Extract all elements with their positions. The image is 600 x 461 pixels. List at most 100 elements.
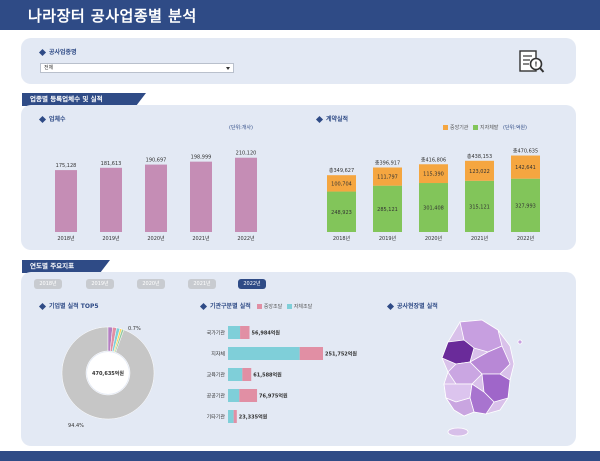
- korea-region-map: [441, 319, 523, 437]
- contract-total-label: 총438,153: [467, 153, 492, 160]
- contract-bar-segment: [419, 183, 448, 232]
- contract-segment-label: 248,923: [331, 210, 352, 216]
- contract-title: 계약실적: [326, 116, 349, 123]
- year-button-2018[interactable]: 2018년: [34, 279, 62, 289]
- agency-bar-segment: [299, 347, 323, 360]
- section-label-industry: 업종별 등록업체수 및 실적: [22, 93, 146, 106]
- contract-bar-segment: [465, 160, 494, 181]
- diamond-bullet-icon: [315, 115, 324, 124]
- contract-total-label: 총416,806: [421, 156, 446, 163]
- donut-main-pct: 94.4%: [68, 423, 84, 429]
- agency-total-label: 251,752억원: [325, 351, 357, 358]
- map-title: 공사현장별 실적: [397, 303, 438, 310]
- legend-central-label: 중앙기관: [450, 125, 469, 131]
- contract-bar-segment: [511, 178, 540, 232]
- diamond-bullet-icon: [38, 302, 47, 311]
- top5-donut-chart: 470,635억원 94.4% 0.7%: [61, 326, 155, 429]
- year-button-2021[interactable]: 2021년: [188, 279, 216, 289]
- count-unit: (단위:개사): [229, 125, 253, 131]
- contract-segment-label: 315,121: [469, 204, 490, 210]
- agency-bar-segment: [228, 347, 300, 360]
- count-x-tick: 2021년: [192, 235, 210, 242]
- contract-heading: 계약실적: [315, 114, 349, 124]
- count-bar: [190, 161, 212, 232]
- contract-legend: 중앙기관 지자체발 (단위:억원): [443, 124, 527, 131]
- donut-hole: [87, 352, 129, 394]
- agency-total-label: 76,975억원: [259, 393, 288, 400]
- count-bar-label: 210,120: [236, 151, 257, 157]
- map-region-ulleung: [517, 339, 523, 345]
- agency-legend: 중앙조달 자체조달: [256, 304, 312, 310]
- agency-title: 기관구분별 실적: [210, 303, 251, 310]
- top5-heading: 기업별 실적 TOP5: [38, 301, 99, 311]
- contract-unit: (단위:억원): [503, 125, 527, 131]
- contract-bar-segment: [373, 185, 402, 232]
- agency-y-tick: 교육기관: [207, 372, 226, 379]
- agency-bar-segment: [240, 326, 250, 339]
- page-title: 나라장터 공사업종별 분석: [28, 7, 197, 25]
- count-bar-label: 198,999: [191, 155, 212, 161]
- filter-panel: [21, 38, 576, 84]
- agency-y-tick: 지자체: [211, 351, 225, 358]
- contract-segment-label: 142,641: [515, 165, 536, 171]
- diamond-bullet-icon: [38, 48, 47, 57]
- count-bar: [55, 170, 77, 232]
- agency-bar-segment: [242, 368, 252, 381]
- contract-total-label: 총396,917: [375, 160, 400, 167]
- header-bar: 나라장터 공사업종별 분석: [0, 0, 600, 30]
- agency-total-label: 56,984억원: [252, 330, 281, 337]
- filter-label: 공사업종명: [49, 49, 77, 56]
- legend-swatch-self-proc: [286, 304, 292, 309]
- industry-select-value: 전체: [44, 65, 54, 71]
- agency-total-label: 23,335억원: [239, 414, 268, 421]
- contract-x-tick: 2018년: [333, 235, 351, 242]
- section-label-yearly: 연도별 주요지표: [22, 260, 110, 273]
- agency-bar-segment: [228, 368, 243, 381]
- count-bar: [145, 164, 167, 232]
- diamond-bullet-icon: [386, 302, 395, 311]
- top5-title: 기업별 실적 TOP5: [49, 303, 99, 310]
- contract-bar-segment: [511, 155, 540, 179]
- contract-segment-label: 111,797: [377, 175, 398, 181]
- legend-swatch-central: [443, 125, 448, 130]
- contract-x-tick: 2022년: [517, 235, 535, 242]
- contract-segment-label: 115,390: [423, 172, 444, 178]
- count-bar-label: 175,128: [56, 163, 77, 169]
- footer-bar: [0, 451, 600, 461]
- count-bar: [235, 157, 257, 232]
- donut-center-label: 470,635억원: [92, 370, 124, 377]
- map-region-jeonnam: [444, 397, 475, 417]
- agency-bar-segment: [233, 410, 237, 423]
- agency-bar-segment: [228, 326, 241, 339]
- contract-x-tick: 2020년: [425, 235, 443, 242]
- contract-bar-segment: [327, 191, 356, 232]
- contract-bar-segment: [327, 175, 356, 192]
- count-bar: [100, 167, 122, 232]
- contract-bar-segment: [465, 180, 494, 232]
- year-button-2022[interactable]: 2022년: [238, 279, 266, 289]
- agency-bar-segment: [228, 410, 234, 423]
- contract-segment-label: 301,408: [423, 206, 444, 212]
- agency-y-tick: 국가기관: [207, 330, 226, 337]
- report-search-icon[interactable]: !: [517, 49, 545, 75]
- count-title: 업체수: [49, 116, 66, 123]
- contract-bar-segment: [373, 167, 402, 186]
- contract-x-tick: 2019년: [379, 235, 397, 242]
- year-button-2020[interactable]: 2020년: [137, 279, 165, 289]
- count-x-tick: 2022년: [237, 235, 255, 242]
- agency-y-tick: 기타기관: [207, 414, 226, 421]
- agency-total-label: 61,588억원: [253, 372, 282, 379]
- agency-bar-segment: [228, 389, 240, 402]
- year-button-2019[interactable]: 2019년: [86, 279, 114, 289]
- donut-slice: [61, 326, 155, 420]
- industry-select[interactable]: 전체: [40, 63, 234, 73]
- map-heading: 공사현장별 실적: [386, 301, 438, 311]
- svg-text:!: !: [534, 61, 537, 69]
- donut-small-pct: 0.7%: [128, 326, 141, 332]
- contract-segment-label: 100,704: [331, 181, 352, 187]
- contract-total-label: 총349,627: [329, 167, 354, 174]
- legend-swatch-central-proc: [256, 304, 262, 309]
- contract-segment-label: 285,121: [377, 207, 398, 213]
- contract-stacked-chart: 248,923 100,704 총349,627 2018년 285,121 111,79…: [327, 148, 540, 242]
